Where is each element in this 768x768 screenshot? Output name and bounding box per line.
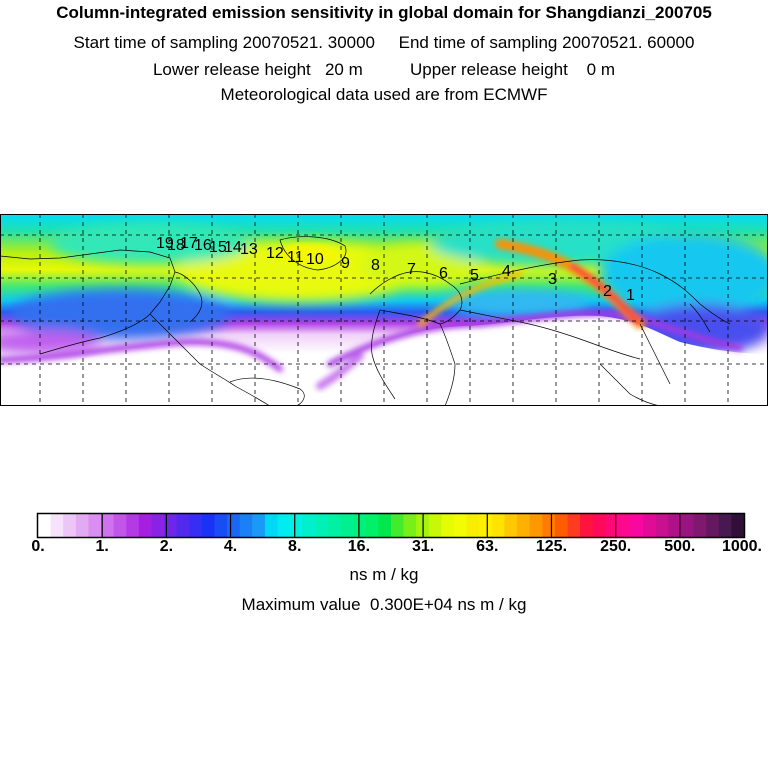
sampling-time-line: Start time of sampling 20070521. 30000 E… (73, 33, 695, 52)
colorbar-tick-label: 1. (95, 538, 109, 555)
colorbar-cell (529, 514, 543, 537)
colorbar-cell (227, 514, 241, 537)
colorbar-tick-label: 125. (535, 538, 568, 555)
colorbar-cell (340, 514, 354, 537)
trajectory-day-label: 18 (167, 237, 185, 254)
colorbar-cell (353, 514, 367, 537)
colorbar-cell (605, 514, 619, 537)
colorbar-tick-label: 16. (347, 538, 371, 555)
trajectory-day-label: 17 (180, 235, 198, 252)
trajectory-day-label: 19 (156, 235, 174, 252)
colorbar-cell (391, 514, 405, 537)
colorbar-cell (252, 514, 266, 537)
release-height-line: Lower release height 20 m Upper release … (152, 60, 616, 79)
colorbar-cell (63, 514, 77, 537)
colorbar-cell (201, 514, 215, 537)
colorbar-cell (668, 514, 682, 537)
colorbar-cell (643, 514, 657, 537)
colorbar-cell (491, 514, 505, 537)
colorbar-cell (88, 514, 102, 537)
colorbar-cell (378, 514, 392, 537)
colorbar-cell (151, 514, 165, 537)
colorbar-cell (365, 514, 379, 537)
trajectory-day-label: 5 (470, 267, 479, 284)
figure-title: Column-integrated emission sensitivity i… (56, 3, 712, 22)
trajectory-day-label: 12 (266, 245, 284, 262)
colorbar-tick-label: 63. (476, 538, 499, 555)
colorbar-cell (302, 514, 316, 537)
trajectory-day-label: 3 (548, 271, 557, 288)
colorbar-cell (580, 514, 594, 537)
colorbar-cell (617, 514, 632, 537)
colorbar-cell (542, 514, 556, 537)
colorbar-cell (718, 514, 732, 537)
colorbar-cell (101, 514, 115, 537)
colorbar-tick-label: 4. (223, 538, 238, 555)
trajectory-day-label: 4 (502, 263, 511, 280)
maximum-value: Maximum value 0.300E+04 ns m / kg (241, 595, 527, 614)
colorbar-cell (176, 514, 190, 537)
colorbar-cell (164, 514, 178, 537)
colorbar-cell (138, 514, 152, 537)
trajectory-day-label: 6 (439, 265, 448, 282)
trajectory-day-label: 10 (306, 251, 324, 268)
colorbar-cell (403, 514, 417, 537)
colorbar-cell (75, 514, 89, 537)
colorbar-cell (554, 514, 568, 537)
trajectory-day-label: 9 (341, 255, 350, 272)
colorbar-tick-label: 31. (411, 538, 435, 555)
colorbar-cell (50, 514, 64, 537)
colorbar-cell (517, 514, 531, 537)
colorbar-cell (466, 514, 480, 537)
colorbar-cell (277, 514, 291, 537)
colorbar-cell (38, 514, 52, 537)
met-data-line: Meteorological data used are from ECMWF (220, 85, 548, 104)
colorbar-cell (315, 514, 329, 537)
colorbar-cell (189, 514, 203, 537)
colorbar-cell (706, 514, 720, 537)
colorbar-cell (126, 514, 140, 537)
colorbar-cell (214, 514, 228, 537)
trajectory-day-label: 16 (194, 237, 212, 254)
trajectory-day-label: 14 (224, 239, 242, 256)
colorbar (36, 512, 746, 539)
colorbar-cell (731, 514, 745, 537)
colorbar-cell (592, 514, 606, 537)
trajectory-day-label: 1 (626, 287, 635, 304)
colorbar-cell (290, 514, 304, 537)
colorbar-cell (479, 514, 493, 537)
colorbar-cell (327, 514, 342, 537)
colorbar-cell (504, 514, 518, 537)
trajectory-day-label: 15 (209, 239, 227, 256)
colorbar-cell (428, 514, 442, 537)
colorbar-cell (680, 514, 695, 537)
trajectory-day-label: 7 (407, 261, 416, 278)
colorbar-cell (264, 514, 279, 537)
colorbar-tick-label: 1000. (721, 538, 762, 555)
colorbar-cell (630, 514, 644, 537)
colorbar-cell (454, 514, 468, 537)
colorbar-cell (655, 514, 669, 537)
colorbar-tick-label: 500. (664, 538, 696, 555)
colorbar-tick-label: 2. (159, 538, 174, 555)
trajectory-day-label: 11 (287, 249, 304, 266)
colorbar-cell (693, 514, 707, 537)
trajectory-day-label: 2 (603, 283, 612, 300)
colorbar-tick-label: 250. (600, 538, 632, 555)
colorbar-tick-label: 0. (31, 538, 45, 555)
trajectory-day-label: 8 (371, 257, 380, 274)
colorbar-cell (113, 514, 127, 537)
colorbar-cell (441, 514, 455, 537)
colorbar-unit: ns m / kg (349, 565, 419, 584)
trajectory-day-label: 13 (240, 241, 258, 258)
colorbar-tick-label: 8. (288, 538, 302, 555)
colorbar-cell (239, 514, 253, 537)
colorbar-cell (567, 514, 581, 537)
